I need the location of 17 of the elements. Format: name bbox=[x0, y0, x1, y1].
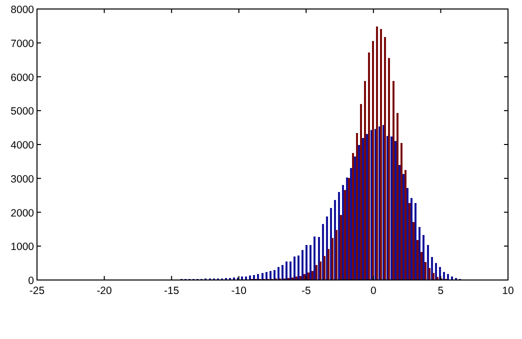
y-tick-label: 0 bbox=[28, 275, 34, 287]
y-tick-label: 4000 bbox=[10, 140, 34, 152]
y-tick-label: 6000 bbox=[10, 72, 34, 84]
x-tick-label: 0 bbox=[370, 285, 377, 297]
x-tick-label: 10 bbox=[502, 285, 514, 297]
x-tick-label: -5 bbox=[301, 285, 311, 297]
x-tick-label: -15 bbox=[164, 285, 180, 297]
y-tick-label: 8000 bbox=[10, 4, 34, 16]
x-tick-label: -20 bbox=[96, 285, 112, 297]
y-tick-label: 7000 bbox=[10, 38, 34, 50]
y-tick-label: 5000 bbox=[10, 106, 34, 118]
x-tick-label: -10 bbox=[231, 285, 247, 297]
x-tick-label: 5 bbox=[438, 285, 444, 297]
y-tick-label: 3000 bbox=[10, 173, 34, 186]
y-tick-label: 2000 bbox=[10, 207, 34, 220]
x-tick-label: -25 bbox=[29, 285, 45, 297]
y-tick-label: 1000 bbox=[10, 241, 34, 254]
